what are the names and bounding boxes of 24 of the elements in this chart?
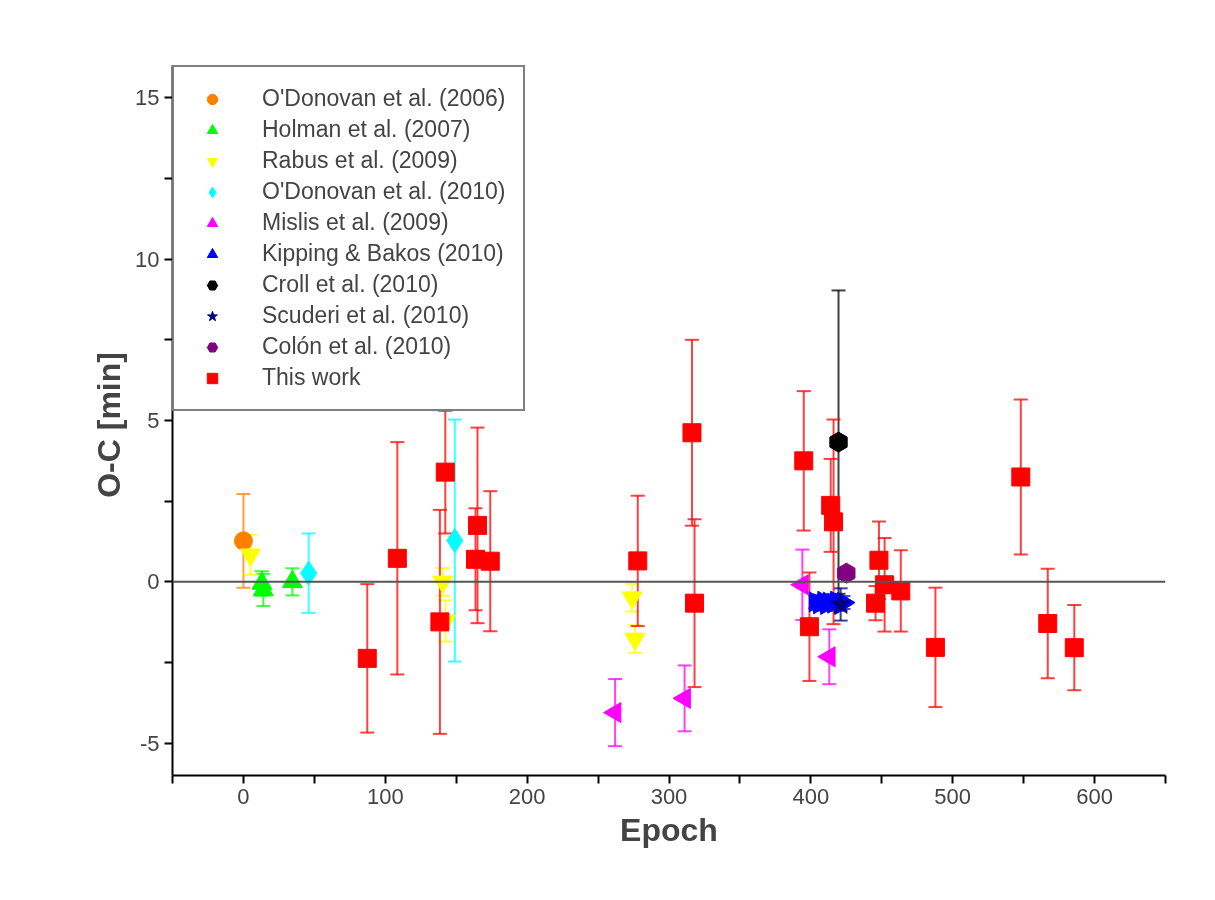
x-tick-label: 200	[508, 783, 546, 809]
y-tick-label: 10	[135, 246, 160, 272]
legend-label: Mislis et al. (2009)	[262, 209, 449, 236]
x-tick-label: 400	[792, 783, 830, 809]
y-tick-label: 0	[147, 569, 160, 595]
y-tick-label: 15	[135, 85, 160, 111]
y-axis-title: O-C [min]	[91, 352, 128, 498]
x-tick-label: 600	[1076, 783, 1113, 809]
legend-label: Colón et al. (2010)	[262, 333, 452, 360]
x-tick-label: 300	[650, 783, 688, 809]
legend-label: Holman et al. (2007)	[262, 116, 471, 143]
x-tick-label: 500	[934, 783, 972, 809]
x-tick-label: 0	[237, 783, 250, 809]
legend-label: Croll et al. (2010)	[262, 271, 439, 298]
legend-label: Rabus et al. (2009)	[262, 147, 458, 174]
x-axis-title: Epoch	[620, 811, 718, 848]
legend-label: This work	[262, 364, 361, 391]
y-tick-label: -5	[139, 730, 160, 756]
x-tick-label: 100	[366, 783, 404, 809]
legend-label: Kipping & Bakos (2010)	[262, 240, 504, 267]
y-tick-label: 5	[147, 408, 160, 433]
legend-label: Scuderi et al. (2010)	[262, 302, 470, 329]
legend-label: O'Donovan et al. (2010)	[262, 178, 506, 205]
legend-label: O'Donovan et al. (2006)	[262, 85, 506, 112]
